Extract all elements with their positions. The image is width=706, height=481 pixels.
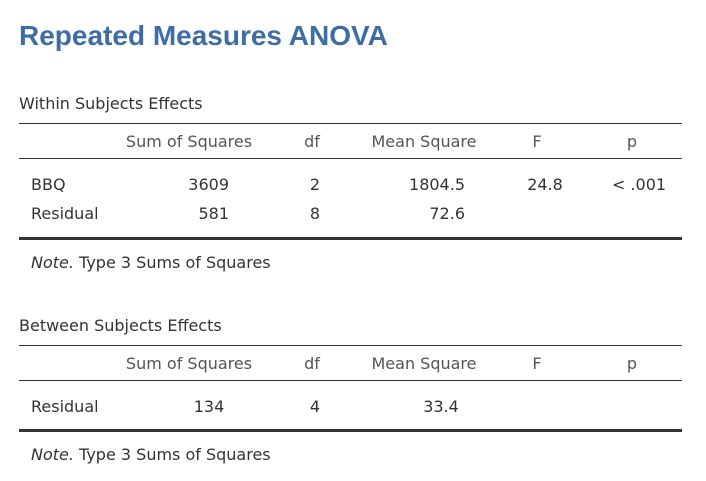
mean-square-value: 72.6	[429, 204, 465, 223]
header-rule	[19, 158, 682, 159]
between-subjects-table: Between Subjects Effects Sum of Squares …	[19, 316, 682, 476]
sum-of-squares-value: 3609	[188, 175, 229, 194]
column-header-df: df	[304, 132, 320, 151]
column-header-sum-of-squares: Sum of Squares	[125, 354, 253, 373]
column-header-p: p	[626, 132, 638, 151]
note-text: Type 3 Sums of Squares	[73, 253, 271, 272]
sum-of-squares-value: 581	[198, 204, 229, 223]
note-label: Note.	[31, 253, 74, 272]
table-top-rule	[19, 123, 682, 124]
row-term: Residual	[31, 204, 99, 223]
header-rule	[19, 380, 682, 381]
table-caption: Within Subjects Effects	[19, 94, 203, 113]
table-top-rule	[19, 345, 682, 346]
row-term: BBQ	[31, 175, 66, 194]
column-header-f: F	[532, 132, 542, 151]
table-bottom-rule	[19, 429, 682, 432]
sum-of-squares-value: 134	[193, 397, 225, 416]
table-caption: Between Subjects Effects	[19, 316, 222, 335]
mean-square-value: 33.4	[423, 397, 459, 416]
p-value: < .001	[611, 175, 667, 194]
f-value: 24.8	[527, 175, 563, 194]
df-value: 8	[309, 204, 321, 223]
table-note: Note. Type 3 Sums of Squares	[31, 253, 271, 272]
df-value: 4	[309, 397, 321, 416]
column-header-df: df	[304, 354, 320, 373]
mean-square-value: 1804.5	[409, 175, 465, 194]
column-header-f: F	[532, 354, 542, 373]
df-value: 2	[309, 175, 321, 194]
column-header-sum-of-squares: Sum of Squares	[125, 132, 253, 151]
column-header-mean-square: Mean Square	[371, 132, 477, 151]
column-header-p: p	[626, 354, 638, 373]
note-text: Type 3 Sums of Squares	[73, 445, 271, 464]
table-bottom-rule	[19, 237, 682, 240]
row-term: Residual	[31, 397, 99, 416]
column-header-mean-square: Mean Square	[371, 354, 477, 373]
table-note: Note. Type 3 Sums of Squares	[31, 445, 271, 464]
page-title: Repeated Measures ANOVA	[19, 20, 388, 51]
within-subjects-table: Within Subjects Effects Sum of Squares d…	[19, 94, 682, 279]
note-label: Note.	[31, 445, 74, 464]
